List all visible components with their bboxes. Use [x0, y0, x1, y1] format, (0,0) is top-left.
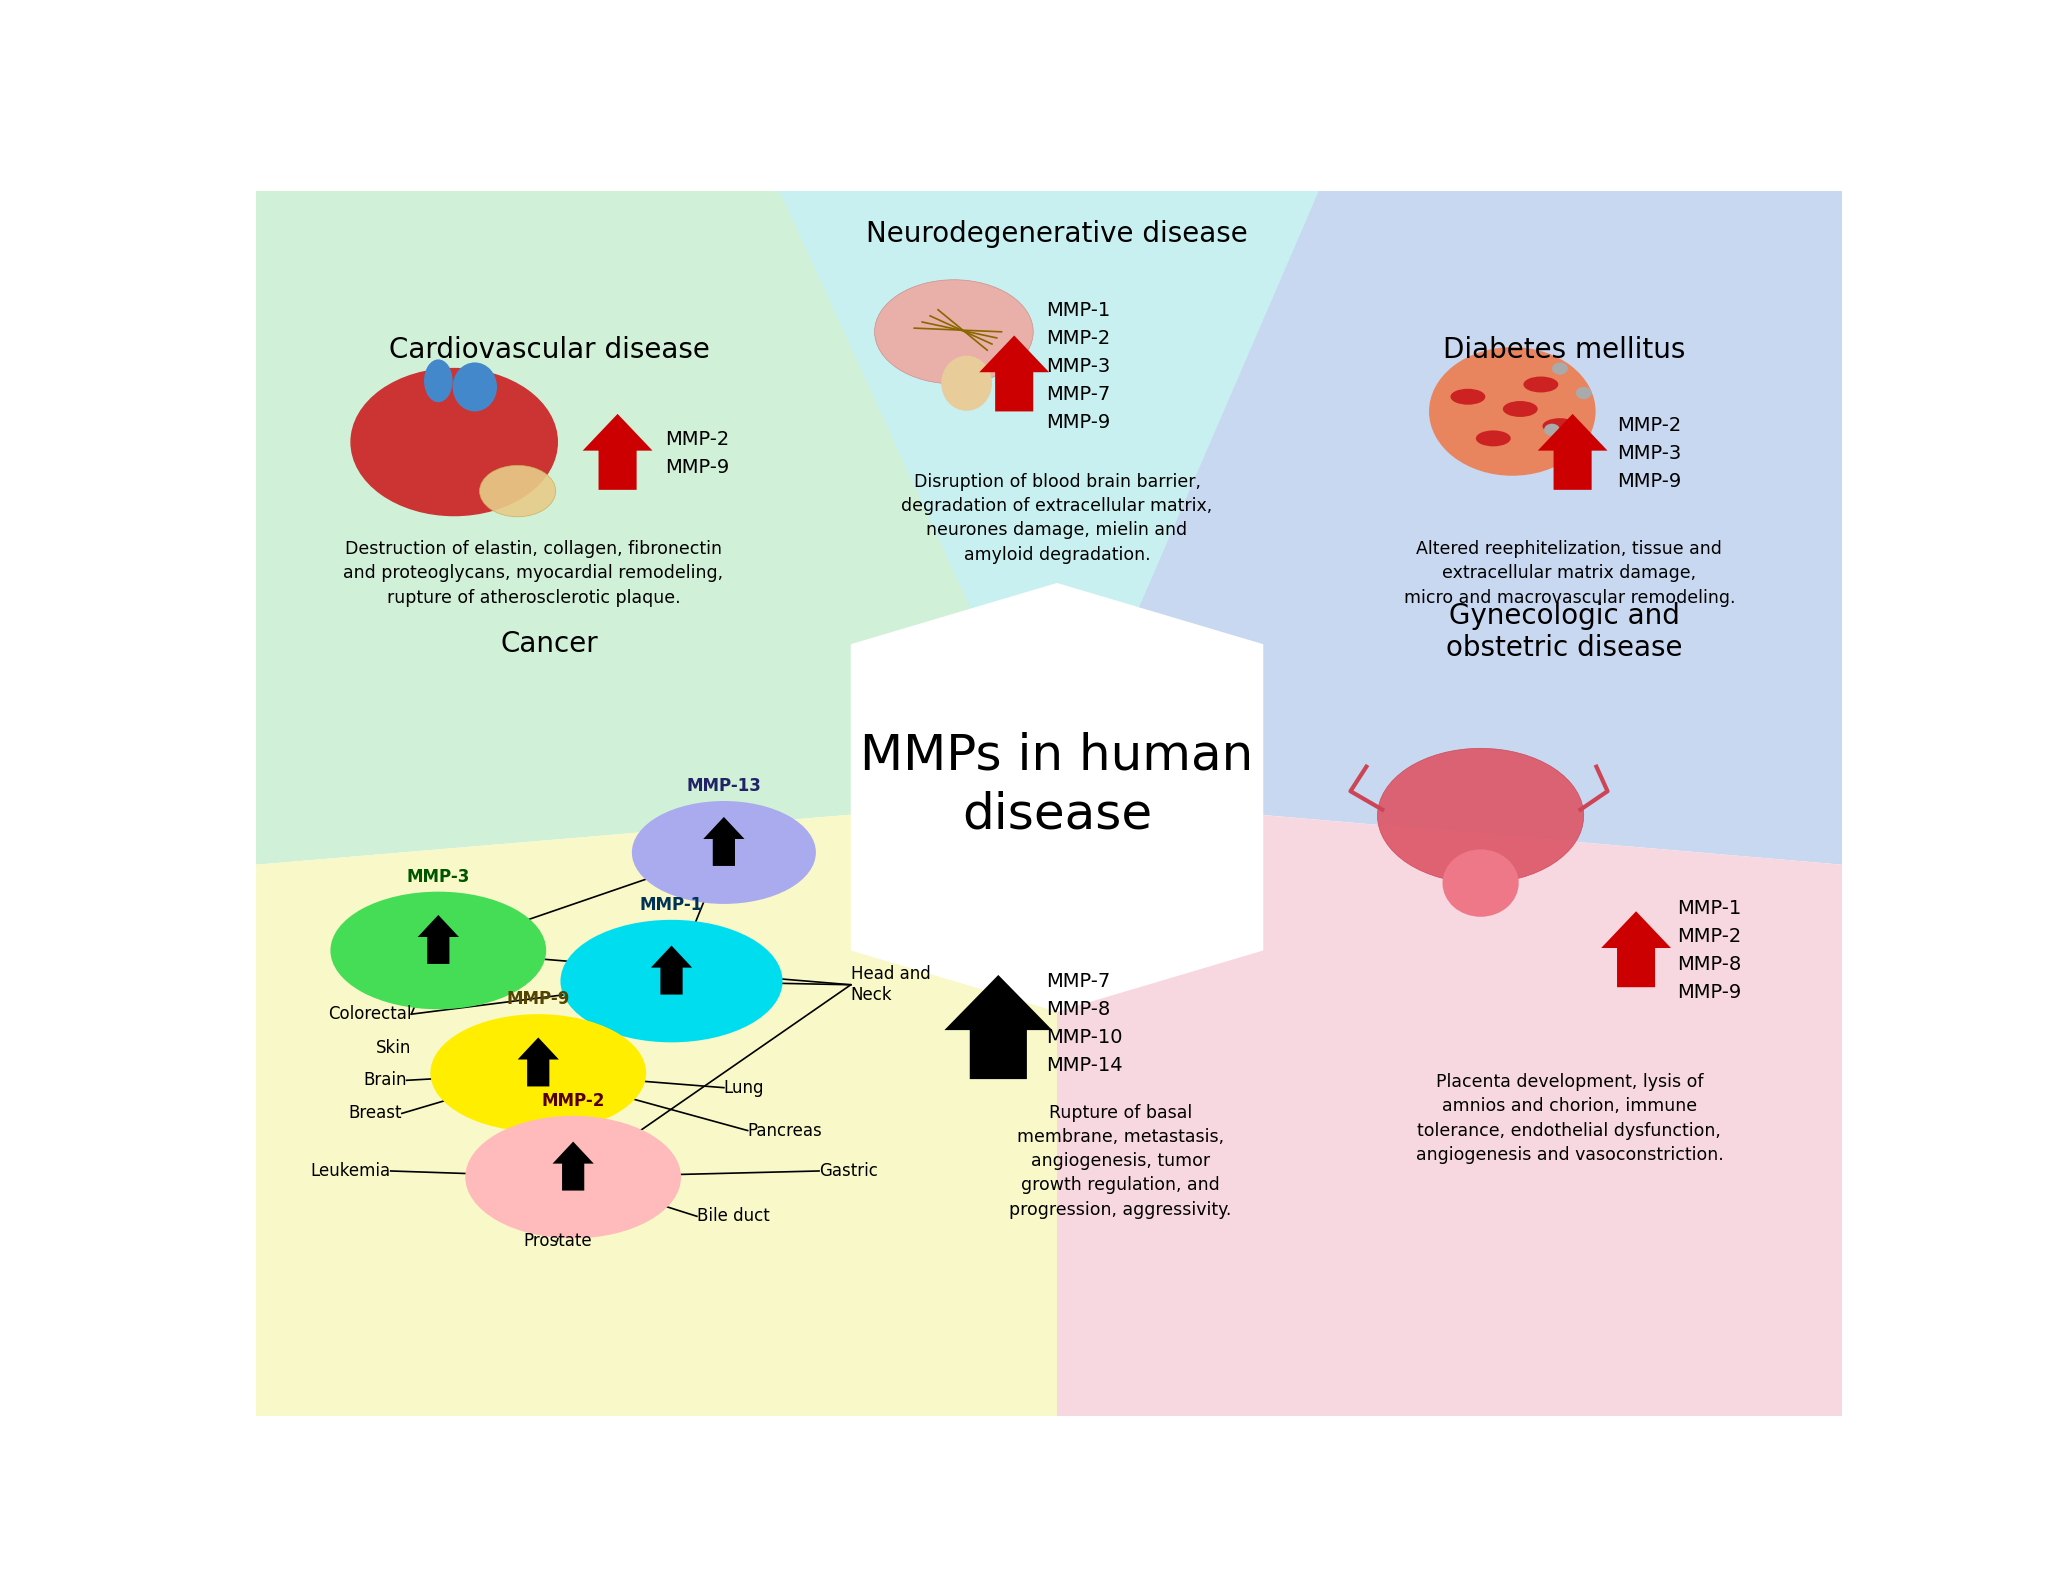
Ellipse shape	[1543, 423, 1560, 436]
Ellipse shape	[942, 356, 993, 410]
Text: Altered reephitelization, tissue and
extracellular matrix damage,
micro and macr: Altered reephitelization, tissue and ext…	[1404, 539, 1736, 606]
Ellipse shape	[452, 363, 497, 412]
Polygon shape	[651, 945, 692, 994]
Text: Leukemia: Leukemia	[311, 1161, 391, 1181]
Ellipse shape	[561, 920, 782, 1042]
Polygon shape	[518, 1037, 559, 1087]
Text: Breast: Breast	[348, 1104, 401, 1122]
Text: Head and
Neck: Head and Neck	[852, 966, 931, 1004]
Text: Pancreas: Pancreas	[747, 1122, 823, 1139]
Ellipse shape	[1451, 388, 1486, 404]
Text: MMP-2
MMP-3
MMP-9: MMP-2 MMP-3 MMP-9	[1617, 415, 1681, 490]
Ellipse shape	[1502, 401, 1537, 417]
Ellipse shape	[465, 1115, 682, 1238]
Text: Rupture of basal
membrane, metastasis,
angiogenesis, tumor
growth regulation, an: Rupture of basal membrane, metastasis, a…	[1009, 1104, 1232, 1219]
Text: Placenta development, lysis of
amnios and chorion, immune
tolerance, endothelial: Placenta development, lysis of amnios an…	[1417, 1072, 1724, 1165]
Polygon shape	[1537, 414, 1607, 490]
Text: MMP-1: MMP-1	[641, 896, 702, 913]
Text: Neurodegenerative disease: Neurodegenerative disease	[866, 220, 1249, 248]
Text: Gynecologic and
obstetric disease: Gynecologic and obstetric disease	[1447, 601, 1683, 662]
Ellipse shape	[1552, 363, 1568, 375]
Text: Diabetes mellitus: Diabetes mellitus	[1443, 336, 1687, 364]
Polygon shape	[978, 336, 1050, 412]
Ellipse shape	[424, 360, 452, 403]
Text: Bile duct: Bile duct	[696, 1208, 770, 1225]
Ellipse shape	[1443, 850, 1519, 916]
Text: MMP-1
MMP-2
MMP-3
MMP-7
MMP-9: MMP-1 MMP-2 MMP-3 MMP-7 MMP-9	[1046, 301, 1109, 431]
Polygon shape	[583, 414, 653, 490]
Text: MMP-2: MMP-2	[542, 1091, 604, 1111]
Text: Disruption of blood brain barrier,
degradation of extracellular matrix,
neurones: Disruption of blood brain barrier, degra…	[901, 473, 1212, 563]
Text: MMPs in human
disease: MMPs in human disease	[860, 732, 1253, 838]
Ellipse shape	[352, 369, 557, 515]
Text: MMP-7
MMP-8
MMP-10
MMP-14: MMP-7 MMP-8 MMP-10 MMP-14	[1046, 972, 1122, 1076]
Text: MMP-13: MMP-13	[686, 776, 761, 796]
Ellipse shape	[430, 1013, 647, 1131]
Text: MMP-1
MMP-2
MMP-8
MMP-9: MMP-1 MMP-2 MMP-8 MMP-9	[1676, 899, 1742, 1002]
Ellipse shape	[1429, 347, 1595, 476]
Text: Colorectal: Colorectal	[328, 1006, 411, 1023]
Ellipse shape	[330, 891, 547, 1009]
Text: Skin: Skin	[377, 1039, 411, 1058]
Polygon shape	[553, 1142, 594, 1190]
Ellipse shape	[874, 280, 1034, 383]
Polygon shape	[1601, 912, 1670, 986]
Polygon shape	[944, 975, 1052, 1079]
Polygon shape	[780, 191, 1318, 797]
Text: MMP-2
MMP-9: MMP-2 MMP-9	[665, 430, 729, 477]
Text: MMP-3: MMP-3	[407, 867, 471, 886]
Text: Cancer: Cancer	[499, 630, 598, 659]
Text: Cardiovascular disease: Cardiovascular disease	[389, 336, 710, 364]
Polygon shape	[704, 816, 745, 866]
Ellipse shape	[446, 380, 534, 442]
Text: Prostate: Prostate	[522, 1231, 592, 1251]
Ellipse shape	[1378, 748, 1584, 883]
Text: MMP-9: MMP-9	[506, 990, 569, 1009]
Ellipse shape	[633, 800, 817, 904]
Polygon shape	[1056, 191, 1842, 866]
Polygon shape	[256, 191, 1056, 866]
Ellipse shape	[1476, 431, 1511, 447]
Polygon shape	[256, 797, 1056, 1416]
Ellipse shape	[479, 465, 555, 517]
Ellipse shape	[1523, 377, 1558, 393]
Polygon shape	[852, 582, 1263, 1012]
Polygon shape	[418, 915, 459, 964]
Text: Brain: Brain	[362, 1071, 407, 1090]
Polygon shape	[1056, 797, 1842, 1416]
Text: Gastric: Gastric	[819, 1161, 878, 1181]
Text: Lung: Lung	[725, 1079, 764, 1096]
Ellipse shape	[1543, 418, 1578, 434]
Ellipse shape	[1576, 387, 1593, 399]
Text: Destruction of elastin, collagen, fibronectin
and proteoglycans, myocardial remo: Destruction of elastin, collagen, fibron…	[344, 539, 723, 606]
